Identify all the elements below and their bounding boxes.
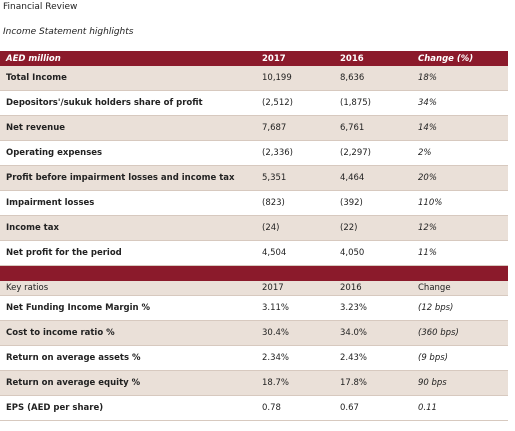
cell: (2,512): [256, 90, 334, 116]
cell: (360 bps): [412, 320, 508, 346]
table-row: Operating expenses (2,336) (2,297) 2%: [0, 140, 508, 166]
cell: Income tax: [0, 215, 256, 241]
table-row: AED million 2017 2016 Change (%): [0, 51, 508, 66]
cell: 3.23%: [334, 295, 412, 321]
table-row: Impairment losses (823) (392) 110%: [0, 190, 508, 216]
table-row: Income tax (24) (22) 12%: [0, 215, 508, 241]
table-row: [0, 265, 508, 281]
title: Financial Review: [3, 2, 78, 12]
cell: 12%: [412, 215, 508, 241]
cell: 20%: [412, 165, 508, 191]
cell: [412, 265, 508, 281]
income-table: AED million 2017 2016 Change (%) Total Incom…: [0, 51, 508, 421]
cell: 2%: [412, 140, 508, 166]
cell: Profit before impairment losses and inco…: [0, 165, 256, 191]
cell: 0.67: [334, 395, 412, 421]
cell: 2016: [334, 281, 412, 296]
table-row: Profit before impairment losses and inco…: [0, 165, 508, 191]
cell: (9 bps): [412, 345, 508, 371]
cell: 34%: [412, 90, 508, 116]
cell: Change: [412, 281, 508, 296]
table-row: Key ratios 2017 2016 Change: [0, 281, 508, 296]
cell: 4,050: [334, 240, 412, 266]
cell: (1,875): [334, 90, 412, 116]
cell: (823): [256, 190, 334, 216]
table-row: Net revenue 7,687 6,761 14%: [0, 115, 508, 141]
cell: Change (%): [412, 51, 508, 66]
cell: 8,636: [334, 66, 412, 91]
table-row: Cost to income ratio % 30.4% 34.0% (360 bps…: [0, 320, 508, 346]
cell: 4,504: [256, 240, 334, 266]
cell: 10,199: [256, 66, 334, 91]
cell: Net Funding Income Margin %: [0, 295, 256, 321]
cell: Cost to income ratio %: [0, 320, 256, 346]
cell: [0, 265, 256, 281]
cell: 18.7%: [256, 370, 334, 396]
cell: (392): [334, 190, 412, 216]
cell: 0.11: [412, 395, 508, 421]
cell: Total Income: [0, 66, 256, 91]
table-row: Depositors'/sukuk holders share of profi…: [0, 90, 508, 116]
cell: (24): [256, 215, 334, 241]
cell: 6,761: [334, 115, 412, 141]
cell: 3.11%: [256, 295, 334, 321]
cell: (22): [334, 215, 412, 241]
cell: Net revenue: [0, 115, 256, 141]
cell: 11%: [412, 240, 508, 266]
cell: 34.0%: [334, 320, 412, 346]
cell: (12 bps): [412, 295, 508, 321]
cell: 7,687: [256, 115, 334, 141]
cell: 18%: [412, 66, 508, 91]
table-row: Net Funding Income Margin % 3.11% 3.23% (12…: [0, 295, 508, 321]
cell: 5,351: [256, 165, 334, 191]
cell: Return on average equity %: [0, 370, 256, 396]
cell: 14%: [412, 115, 508, 141]
cell: [256, 265, 334, 281]
cell: 2.43%: [334, 345, 412, 371]
cell: Return on average assets %: [0, 345, 256, 371]
cell: 30.4%: [256, 320, 334, 346]
cell: (2,297): [334, 140, 412, 166]
cell: Depositors'/sukuk holders share of profi…: [0, 90, 256, 116]
table-row: EPS (AED per share) 0.78 0.67 0.11: [0, 395, 508, 421]
cell: 0.78: [256, 395, 334, 421]
cell: AED million: [0, 51, 256, 66]
cell: Operating expenses: [0, 140, 256, 166]
cell: Impairment losses: [0, 190, 256, 216]
cell: [334, 265, 412, 281]
cell: 110%: [412, 190, 508, 216]
cell: 2017: [256, 281, 334, 296]
table-row: Return on average equity % 18.7% 17.8% 90 b…: [0, 370, 508, 396]
table-row: Return on average assets % 2.34% 2.43% (9 b…: [0, 345, 508, 371]
cell: (2,336): [256, 140, 334, 166]
cell: EPS (AED per share): [0, 395, 256, 421]
cell: 2016: [334, 51, 412, 66]
subtitle: Income Statement highlights: [3, 27, 134, 37]
cell: 2.34%: [256, 345, 334, 371]
cell: 17.8%: [334, 370, 412, 396]
cell: 90 bps: [412, 370, 508, 396]
cell: 4,464: [334, 165, 412, 191]
table-row: Total Income 10,199 8,636 18%: [0, 66, 508, 91]
table-row: Net profit for the period 4,504 4,050 11%: [0, 240, 508, 266]
cell: Net profit for the period: [0, 240, 256, 266]
cell: Key ratios: [0, 281, 256, 296]
cell: 2017: [256, 51, 334, 66]
